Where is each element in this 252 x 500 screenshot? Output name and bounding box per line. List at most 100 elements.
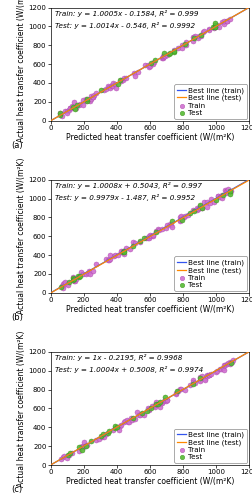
Train xyxy=(206,371,210,379)
Train xyxy=(228,15,232,23)
Train xyxy=(162,396,166,404)
Test xyxy=(155,400,160,408)
Train xyxy=(153,228,157,235)
Train xyxy=(201,198,205,206)
Train xyxy=(73,275,77,283)
Test xyxy=(101,430,105,438)
Test xyxy=(162,393,166,401)
Train xyxy=(195,206,199,214)
Train xyxy=(165,221,169,229)
Train xyxy=(72,98,76,106)
Test xyxy=(115,422,119,430)
Train xyxy=(121,74,125,82)
Train xyxy=(196,34,200,42)
Train xyxy=(160,399,164,407)
Train xyxy=(129,416,133,424)
Y-axis label: Actual heat transfer coefficient (W/(m²K): Actual heat transfer coefficient (W/(m²K… xyxy=(17,0,26,142)
Train xyxy=(201,26,205,34)
Train xyxy=(124,416,129,424)
Train xyxy=(146,232,150,240)
Train xyxy=(123,244,127,252)
Train xyxy=(157,226,161,234)
Test xyxy=(66,451,70,459)
Test xyxy=(220,192,225,200)
Train xyxy=(153,401,157,409)
Train xyxy=(77,101,81,109)
X-axis label: Predicted heat transfer coefficient (W/(m²K): Predicted heat transfer coefficient (W/(… xyxy=(66,133,233,142)
Train xyxy=(160,52,164,60)
Train xyxy=(177,217,181,225)
Test xyxy=(171,48,175,56)
Test xyxy=(187,208,191,216)
Test xyxy=(117,76,121,84)
Train xyxy=(121,247,125,255)
Train xyxy=(222,361,226,369)
Test xyxy=(57,111,61,119)
Train xyxy=(93,436,98,444)
Test xyxy=(71,276,75,284)
Text: (c): (c) xyxy=(11,486,22,494)
Train xyxy=(211,198,215,206)
Train xyxy=(207,26,211,34)
Test xyxy=(115,80,119,88)
Train xyxy=(85,441,89,449)
Train xyxy=(208,195,212,203)
Train xyxy=(163,224,167,232)
Train xyxy=(183,41,187,49)
Train xyxy=(177,386,181,394)
Train xyxy=(204,370,208,378)
Train xyxy=(190,37,194,45)
Train xyxy=(147,231,151,239)
Train xyxy=(152,404,156,411)
Test xyxy=(190,380,194,388)
Train xyxy=(147,62,151,70)
Train xyxy=(217,365,221,373)
Test xyxy=(71,274,75,282)
Test xyxy=(71,103,75,111)
Train xyxy=(158,402,162,410)
Train xyxy=(197,202,201,210)
Train xyxy=(173,390,177,398)
Train xyxy=(100,432,104,440)
Train xyxy=(93,89,98,97)
Test xyxy=(66,278,70,286)
Train xyxy=(146,234,150,241)
Test xyxy=(212,24,216,32)
Train xyxy=(202,376,206,384)
Train xyxy=(65,109,69,117)
Train xyxy=(111,252,115,260)
Train xyxy=(86,270,90,278)
Train xyxy=(208,370,212,378)
Train xyxy=(185,210,189,218)
Train xyxy=(192,380,196,388)
Test xyxy=(148,59,152,67)
Train xyxy=(58,110,62,118)
Test xyxy=(213,196,217,204)
Train xyxy=(221,20,225,28)
Train xyxy=(219,192,223,200)
Test xyxy=(59,283,63,291)
Train xyxy=(197,204,201,212)
Train xyxy=(146,61,150,69)
Train xyxy=(122,250,126,258)
Train xyxy=(204,198,208,206)
Train xyxy=(164,396,168,404)
Train xyxy=(119,248,123,256)
Train xyxy=(101,433,105,441)
Train xyxy=(182,212,186,220)
Train xyxy=(175,44,179,52)
Train xyxy=(161,52,165,60)
Train xyxy=(206,25,210,33)
Train xyxy=(197,374,201,382)
Test xyxy=(192,34,196,42)
Train xyxy=(164,396,168,404)
Train xyxy=(62,107,67,115)
Train xyxy=(61,452,66,460)
Train xyxy=(104,84,108,92)
Train xyxy=(219,18,223,26)
Legend: Best line (train), Best line (test), Train, Test: Best line (train), Best line (test), Tra… xyxy=(174,256,246,290)
Train xyxy=(204,202,208,210)
Text: Train: y = 1x - 0.2195, R² = 0.9968: Train: y = 1x - 0.2195, R² = 0.9968 xyxy=(54,354,181,361)
Train xyxy=(62,279,66,287)
Train xyxy=(113,80,117,88)
